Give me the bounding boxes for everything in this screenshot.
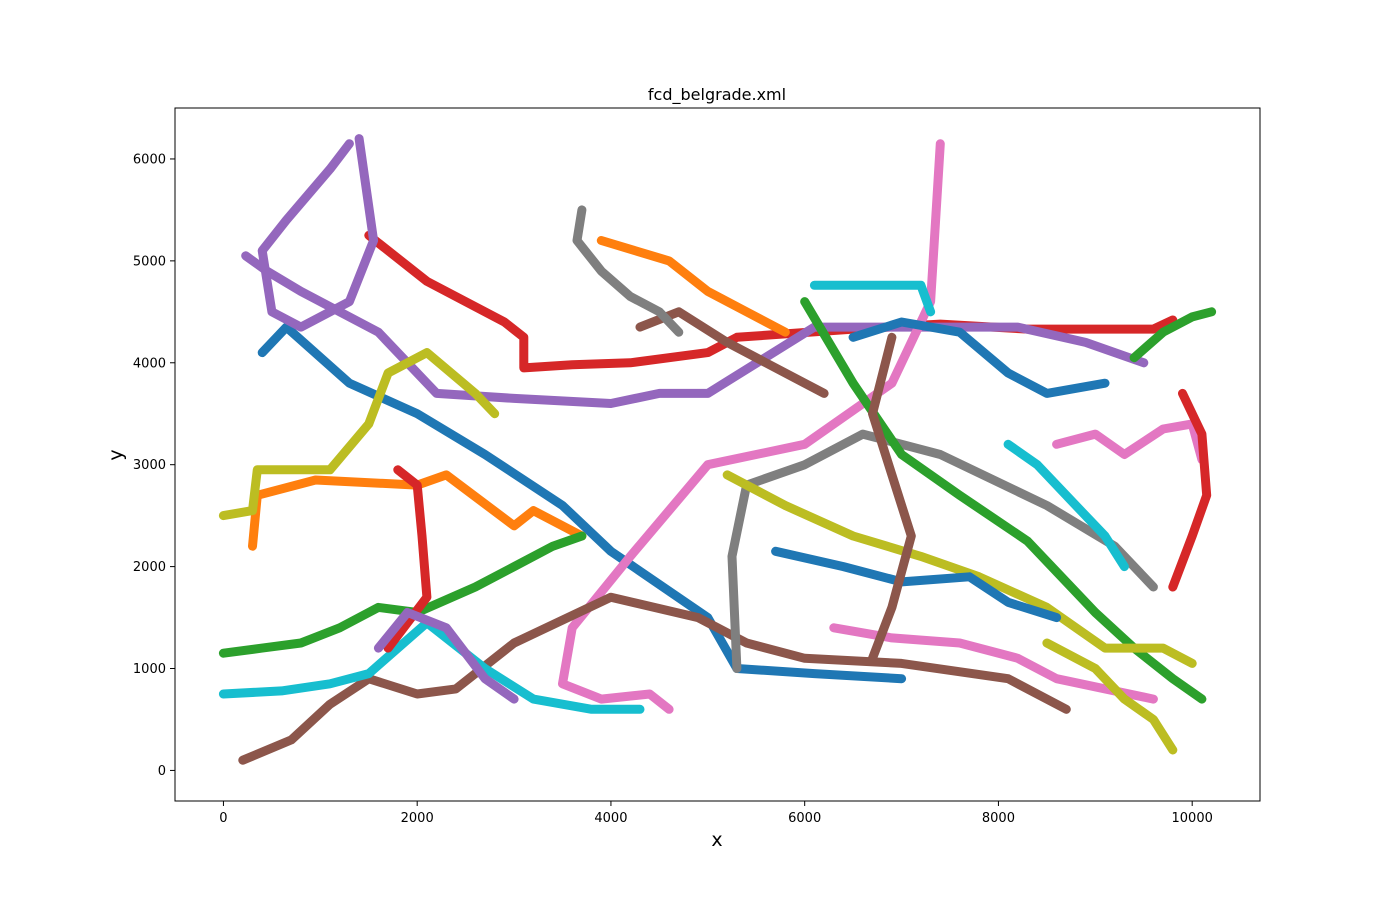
x-tick-label: 2000 xyxy=(401,811,434,826)
series-path xyxy=(722,470,1197,668)
x-tick-label: 10000 xyxy=(1172,811,1213,826)
y-tick-label: 4000 xyxy=(133,356,166,371)
x-tick-label: 4000 xyxy=(594,811,627,826)
series-path xyxy=(383,465,432,653)
series-path xyxy=(257,322,907,684)
series-path xyxy=(218,348,500,521)
plot-frame xyxy=(174,107,1261,802)
series-path xyxy=(848,317,1110,398)
y-tick-label: 1000 xyxy=(133,662,166,677)
series-path xyxy=(771,546,1062,623)
x-tick-label: 0 xyxy=(219,811,227,826)
series-path xyxy=(800,297,1207,704)
series-path xyxy=(558,139,945,714)
series-path xyxy=(1042,638,1178,755)
x-axis-ticks: 0 2000 4000 6000 8000 10000 xyxy=(219,801,1213,826)
series-path xyxy=(373,608,519,704)
series-path xyxy=(248,470,587,551)
series-path xyxy=(1052,419,1207,465)
series-path xyxy=(809,280,936,317)
x-tick-label: 6000 xyxy=(788,811,821,826)
series-path xyxy=(1168,388,1212,592)
series-path xyxy=(238,592,1071,765)
series-path xyxy=(572,205,684,337)
y-tick-label: 5000 xyxy=(133,254,166,269)
x-axis-label: x xyxy=(711,829,722,851)
series-path xyxy=(257,134,379,332)
y-tick-label: 3000 xyxy=(133,458,166,473)
series-path xyxy=(727,429,1158,673)
y-axis-label: y xyxy=(105,449,127,460)
y-tick-label: 0 xyxy=(158,764,166,779)
y-tick-label: 2000 xyxy=(133,560,166,575)
plot-series xyxy=(218,134,1217,765)
chart-title: fcd_belgrade.xml xyxy=(648,85,786,105)
x-tick-label: 8000 xyxy=(982,811,1015,826)
series-path xyxy=(1003,439,1129,572)
series-path xyxy=(241,251,1149,408)
y-tick-label: 6000 xyxy=(133,152,166,167)
series-path xyxy=(596,236,790,337)
series-path xyxy=(868,332,916,663)
series-path xyxy=(1129,307,1217,363)
series-path xyxy=(218,531,587,658)
y-axis-ticks: 0 1000 2000 3000 4000 5000 6000 xyxy=(133,152,175,779)
